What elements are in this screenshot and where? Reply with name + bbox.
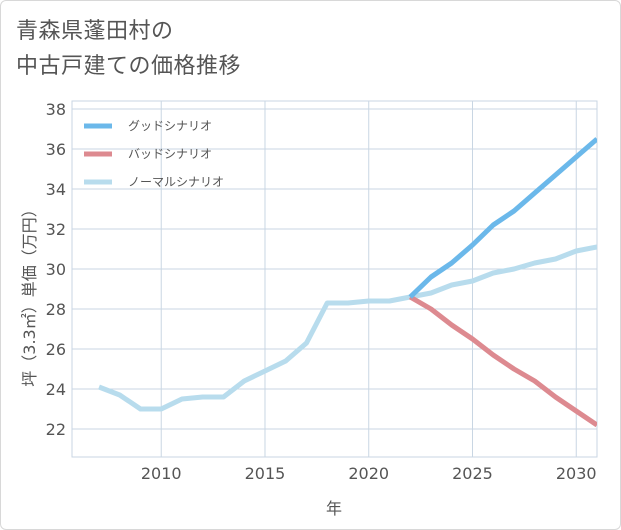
y-tick-label: 22 [46, 420, 66, 439]
x-tick-label: 2015 [245, 464, 286, 483]
series-line-0 [408, 137, 597, 299]
y-tick-label: 24 [46, 380, 66, 399]
y-tick-label: 32 [46, 220, 66, 239]
y-tick-label: 36 [46, 140, 66, 159]
legend-label-0: グッドシナリオ [128, 119, 212, 133]
x-tick-label: 2020 [348, 464, 389, 483]
legend-label-1: バッドシナリオ [128, 147, 212, 161]
x-tick-label: 2010 [141, 464, 182, 483]
series-lines [98, 137, 597, 428]
x-tick-label: 2030 [556, 464, 597, 483]
y-tick-labels: 22 24 26 28 30 32 34 36 38 [46, 100, 66, 439]
legend-label-2: ノーマルシナリオ [128, 175, 224, 189]
plot-area [71, 100, 598, 458]
y-tick-label: 38 [46, 100, 66, 119]
title-line-2: 中古戸建ての価格推移 [16, 54, 242, 79]
y-tick-label: 30 [46, 260, 66, 279]
series-line-2 [98, 244, 597, 412]
chart-title: 青森県蓬田村の 中古戸建ての価格推移 [16, 14, 241, 84]
x-tick-label: 2025 [452, 464, 493, 483]
series-line-1 [408, 294, 597, 428]
y-tick-label: 26 [46, 340, 66, 359]
y-tick-label: 34 [46, 180, 66, 199]
x-tick-labels: 2010 2015 2020 2025 2030 [141, 464, 597, 483]
x-axis-label: 年 [326, 499, 342, 518]
y-axis-label: 坪（3.3㎡）単価（万円） [20, 201, 39, 386]
title-line-1: 青森県蓬田村の [16, 19, 174, 44]
grid-lines [72, 101, 597, 457]
y-tick-label: 28 [46, 300, 66, 319]
